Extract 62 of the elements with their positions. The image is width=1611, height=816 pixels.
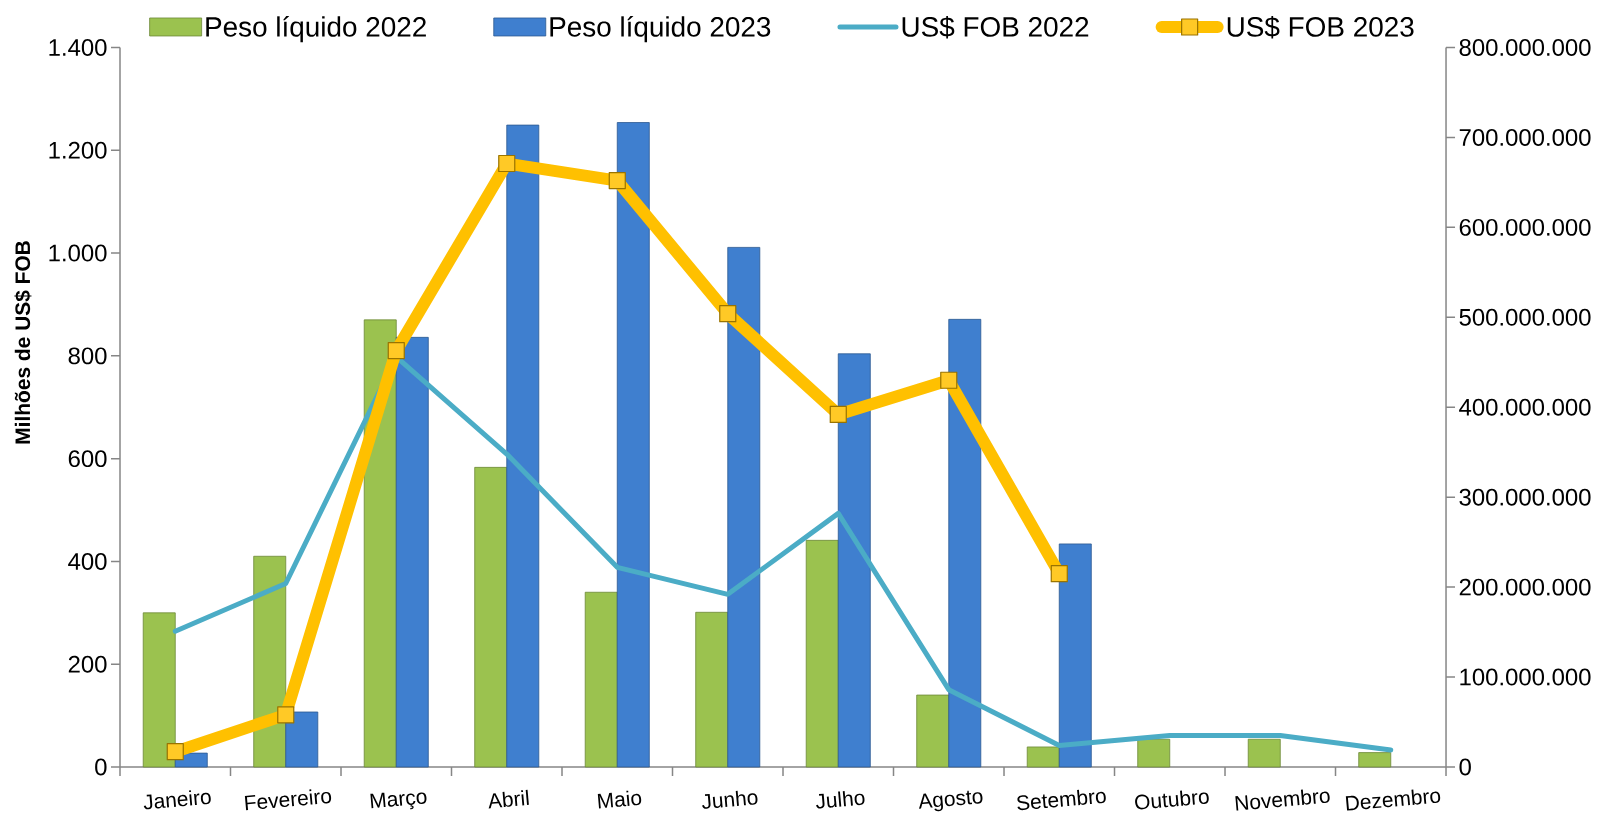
y2-tick-label: 0 (1459, 758, 1471, 776)
bar (948, 318, 982, 768)
point (608, 171, 626, 190)
legend-label: Peso líquido 2023 (550, 15, 771, 43)
bar (1358, 752, 1392, 768)
y-tick-label: 600 (68, 450, 107, 468)
x-tick-label: Novembro (1235, 789, 1330, 811)
bar (616, 122, 650, 768)
x-tick-label: Janeiro (143, 790, 211, 810)
bar (474, 466, 508, 768)
point (166, 743, 184, 761)
bar (584, 591, 618, 768)
y-tick-label: 200 (68, 655, 107, 673)
bar (1247, 738, 1281, 768)
x-tick-label: Dezembro (1345, 789, 1441, 811)
y-tick-label: 0 (95, 758, 107, 776)
legend-label: Peso líquido 2022 (206, 15, 426, 43)
legend-label: US$ FOB 2023 (1227, 15, 1414, 39)
x-tick-label: Julho (816, 791, 865, 809)
bar (837, 353, 871, 768)
point (940, 371, 958, 389)
x-tick-label: Março (370, 792, 427, 810)
x-tick-label: Junho (702, 790, 758, 809)
bar (142, 612, 176, 768)
point (1050, 565, 1068, 583)
y-tick-label: 400 (68, 552, 107, 570)
x-tick-label: Abril (488, 789, 529, 809)
bar (253, 555, 287, 768)
y2-tick-label: 600.000.000 (1459, 218, 1591, 236)
bar (727, 247, 761, 768)
y2-tick-label: 200.000.000 (1459, 578, 1591, 596)
y2-tick-label: 800.000.000 (1459, 39, 1591, 56)
bar (506, 124, 540, 768)
y2-tick-label: 500.000.000 (1459, 308, 1591, 326)
y2-tick-label: 100.000.000 (1460, 668, 1591, 686)
bar (1026, 746, 1060, 768)
point (498, 154, 516, 173)
bar (805, 539, 839, 768)
x-tick-label: Fevereiro (244, 789, 332, 811)
bar (285, 711, 319, 768)
point (829, 405, 847, 424)
bar (916, 694, 950, 768)
y-tick-label: 1.000 (49, 244, 107, 262)
bar (1137, 738, 1171, 768)
point (387, 341, 405, 360)
legend-label: US$ FOB 2022 (902, 15, 1089, 39)
y2-tick-label: 700.000.000 (1459, 128, 1591, 146)
x-tick-label: Setembro (1017, 789, 1106, 811)
y-tick-label: 1.200 (49, 141, 107, 159)
point (277, 706, 295, 724)
bar (695, 611, 729, 768)
y-axis-title: Milhões de US$ FOB (14, 241, 32, 444)
y-tick-label: 800 (68, 347, 107, 365)
bar (1058, 543, 1092, 768)
y2-tick-label: 300.000.000 (1459, 488, 1591, 506)
x-tick-label: Maio (597, 790, 642, 809)
x-tick-label: Outubro (1135, 790, 1209, 810)
point (719, 305, 737, 323)
bar (395, 336, 429, 768)
x-tick-label: Agosto (918, 790, 983, 812)
y2-tick-label: 400.000.000 (1459, 398, 1591, 416)
y-tick-label: 1.400 (49, 39, 107, 56)
